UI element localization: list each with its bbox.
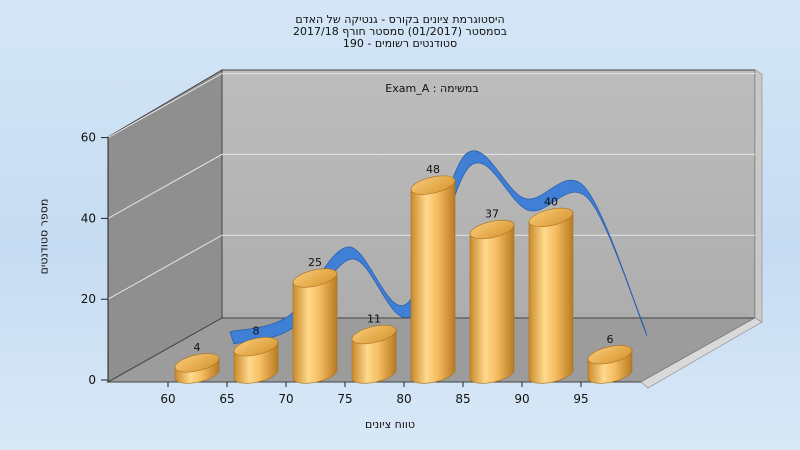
chart-title-line-3: סטודנטים רשומים - 190	[342, 37, 458, 50]
gridline	[107, 73, 755, 139]
bar-value-label: 4	[194, 341, 201, 354]
bar-cap	[292, 268, 338, 288]
bar: 40	[528, 195, 574, 384]
x-tick-label: 70	[278, 392, 293, 406]
bar-cap	[351, 324, 397, 345]
gridline	[107, 234, 755, 300]
x-tick-label: 65	[219, 392, 234, 406]
bar-cap	[233, 337, 279, 357]
bar-cap	[528, 207, 574, 227]
bar-body	[292, 272, 338, 384]
bar: 8	[233, 325, 279, 384]
bar: 48	[410, 163, 456, 384]
bar-body	[410, 179, 456, 384]
bar-value-label: 40	[544, 195, 558, 208]
bar-cap	[587, 345, 633, 365]
x-tick-label: 85	[455, 392, 470, 406]
chart-title-line-2: בסמסטר (01/2017) סמסטר חורף 2017/18	[293, 25, 507, 38]
bar-cap	[410, 175, 456, 195]
annotation-label: במשימה : Exam_A	[385, 82, 478, 95]
y-tick-label: 0	[88, 373, 96, 387]
bar-body	[469, 224, 515, 384]
chart-title-line-1: היסטוגרמת ציונים בקורס - גנטיקה של האדם	[295, 13, 505, 26]
y-tick-label: 60	[81, 131, 96, 145]
bar-value-label: 25	[308, 256, 322, 269]
y-tick-label: 20	[81, 292, 96, 306]
bar-cap	[174, 353, 220, 373]
bar-value-label: 8	[253, 325, 260, 338]
bar-value-label: 6	[607, 333, 614, 346]
x-tick-label: 60	[160, 392, 175, 406]
x-tick-label: 95	[573, 392, 588, 406]
bar-value-label: 37	[485, 208, 499, 221]
frame-right-top	[754, 69, 763, 323]
bar: 11	[351, 313, 397, 384]
bar-body	[528, 212, 574, 384]
gridline	[107, 153, 755, 219]
bar-cap	[469, 219, 515, 240]
x-axis-label: טווח ציונים	[365, 418, 415, 431]
bar: 37	[469, 208, 515, 384]
bar: 4	[174, 341, 220, 384]
bar: 25	[292, 256, 338, 384]
y-tick-label: 40	[81, 211, 96, 225]
bar-value-label: 11	[367, 313, 381, 326]
bar-value-label: 48	[426, 163, 440, 176]
y-axis-label: מספר סטודנטים	[37, 198, 51, 275]
x-tick-label: 80	[396, 392, 411, 406]
x-tick-label: 75	[337, 392, 352, 406]
bar: 6	[587, 333, 633, 384]
x-tick-label: 90	[514, 392, 529, 406]
